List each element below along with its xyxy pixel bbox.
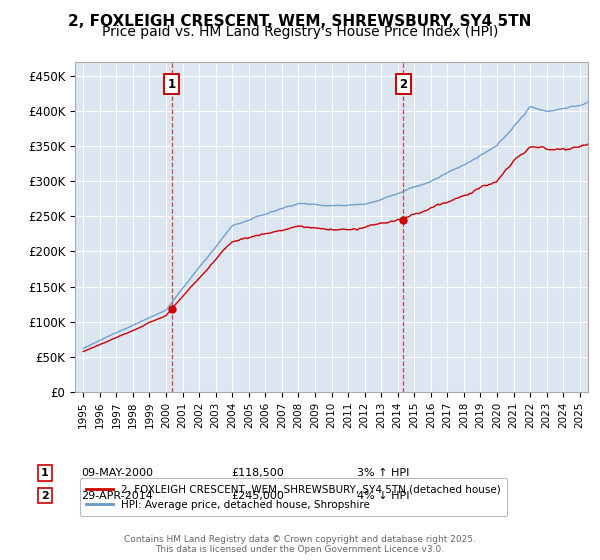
Text: £118,500: £118,500 (231, 468, 284, 478)
Text: Contains HM Land Registry data © Crown copyright and database right 2025.
This d: Contains HM Land Registry data © Crown c… (124, 535, 476, 554)
Text: 2: 2 (399, 78, 407, 91)
Text: 1: 1 (41, 468, 49, 478)
Text: 1: 1 (168, 78, 176, 91)
Text: 29-APR-2014: 29-APR-2014 (81, 491, 153, 501)
Text: 2, FOXLEIGH CRESCENT, WEM, SHREWSBURY, SY4 5TN: 2, FOXLEIGH CRESCENT, WEM, SHREWSBURY, S… (68, 14, 532, 29)
Text: 2: 2 (41, 491, 49, 501)
Text: 4% ↓ HPI: 4% ↓ HPI (357, 491, 409, 501)
Text: Price paid vs. HM Land Registry's House Price Index (HPI): Price paid vs. HM Land Registry's House … (102, 25, 498, 39)
Text: 3% ↑ HPI: 3% ↑ HPI (357, 468, 409, 478)
Text: 09-MAY-2000: 09-MAY-2000 (81, 468, 153, 478)
Legend: 2, FOXLEIGH CRESCENT, WEM, SHREWSBURY, SY4 5TN (detached house), HPI: Average pr: 2, FOXLEIGH CRESCENT, WEM, SHREWSBURY, S… (80, 478, 507, 516)
Text: £245,000: £245,000 (231, 491, 284, 501)
